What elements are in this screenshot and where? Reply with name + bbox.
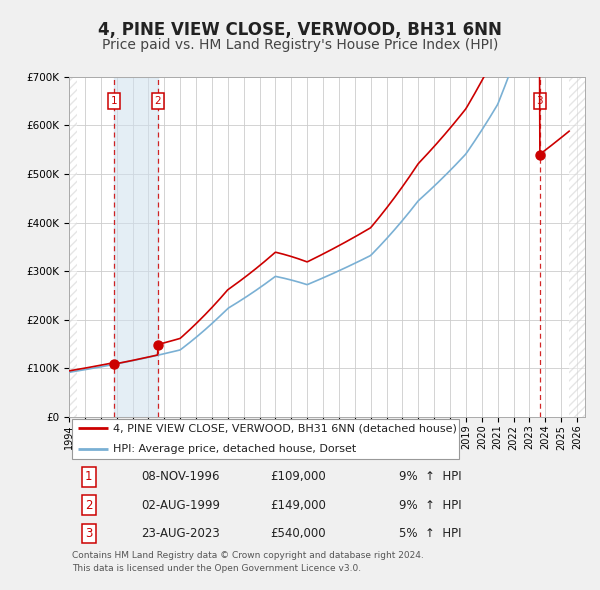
Text: Contains HM Land Registry data © Crown copyright and database right 2024.: Contains HM Land Registry data © Crown c… bbox=[71, 550, 424, 559]
Text: This data is licensed under the Open Government Licence v3.0.: This data is licensed under the Open Gov… bbox=[71, 563, 361, 572]
Text: 4, PINE VIEW CLOSE, VERWOOD, BH31 6NN (detached house): 4, PINE VIEW CLOSE, VERWOOD, BH31 6NN (d… bbox=[113, 423, 457, 433]
Text: 5%  ↑  HPI: 5% ↑ HPI bbox=[399, 527, 462, 540]
Text: 08-NOV-1996: 08-NOV-1996 bbox=[141, 470, 220, 483]
Text: £149,000: £149,000 bbox=[270, 499, 326, 512]
Bar bbox=[69, 77, 77, 417]
Text: 9%  ↑  HPI: 9% ↑ HPI bbox=[399, 470, 462, 483]
Text: 2: 2 bbox=[85, 499, 92, 512]
Text: 2: 2 bbox=[154, 96, 161, 106]
Text: 1: 1 bbox=[111, 96, 118, 106]
FancyBboxPatch shape bbox=[71, 419, 458, 460]
Text: 4, PINE VIEW CLOSE, VERWOOD, BH31 6NN: 4, PINE VIEW CLOSE, VERWOOD, BH31 6NN bbox=[98, 21, 502, 39]
Text: 9%  ↑  HPI: 9% ↑ HPI bbox=[399, 499, 462, 512]
Bar bbox=[69, 77, 77, 417]
Text: 02-AUG-1999: 02-AUG-1999 bbox=[141, 499, 220, 512]
Text: Price paid vs. HM Land Registry's House Price Index (HPI): Price paid vs. HM Land Registry's House … bbox=[102, 38, 498, 53]
Text: £109,000: £109,000 bbox=[270, 470, 326, 483]
Text: 3: 3 bbox=[536, 96, 543, 106]
Text: 23-AUG-2023: 23-AUG-2023 bbox=[141, 527, 220, 540]
Bar bbox=[569, 77, 585, 417]
Text: HPI: Average price, detached house, Dorset: HPI: Average price, detached house, Dors… bbox=[113, 444, 356, 454]
Text: 3: 3 bbox=[85, 527, 92, 540]
Text: £540,000: £540,000 bbox=[270, 527, 326, 540]
Text: 1: 1 bbox=[85, 470, 92, 483]
Bar bbox=[114, 77, 158, 417]
